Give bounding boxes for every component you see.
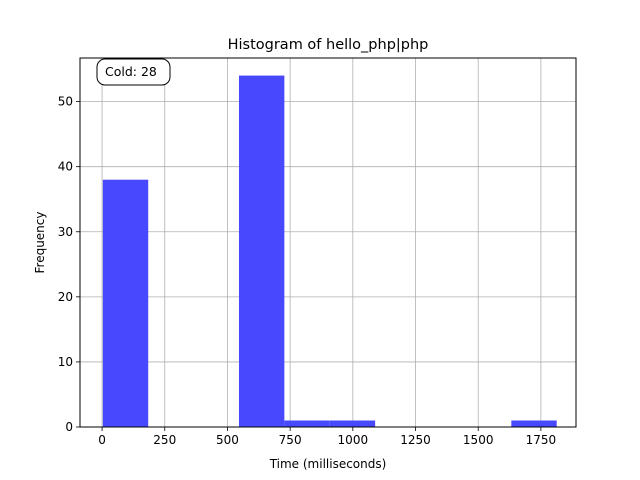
histogram-bar xyxy=(511,420,557,427)
histogram-bar xyxy=(102,179,149,427)
bars xyxy=(102,75,557,428)
plot-frame xyxy=(79,57,577,428)
x-tick-label: 750 xyxy=(279,433,302,447)
grid xyxy=(80,58,576,428)
histogram-bar xyxy=(329,420,376,427)
x-tick-label: 1000 xyxy=(338,433,369,447)
y-tick-label: 20 xyxy=(58,290,73,304)
y-tick-label: 50 xyxy=(58,95,73,109)
x-axis-label: Time (milliseconds) xyxy=(269,457,387,471)
y-tick-label: 0 xyxy=(65,420,73,434)
histogram-bar xyxy=(284,420,330,427)
histogram-bar xyxy=(238,75,285,428)
y-tick-label: 40 xyxy=(58,160,73,174)
y-axis-label: Frequency xyxy=(33,212,47,274)
annotation-box xyxy=(96,58,171,86)
annotation-text: Cold: 28 xyxy=(105,64,157,79)
x-tick-label: 0 xyxy=(98,433,106,447)
y-tick-label: 30 xyxy=(58,225,73,239)
x-tick-label: 250 xyxy=(153,433,176,447)
chart-title: Histogram of hello_php|php xyxy=(228,37,429,53)
y-tick-label: 10 xyxy=(58,355,73,369)
ticks: 0 250 500 750 1000 1250 1500 1750 0 10 20 30 40 50 xyxy=(58,95,556,447)
cold-annotation: Cold: 28 xyxy=(96,58,171,86)
x-tick-label: 1750 xyxy=(526,433,557,447)
x-tick-label: 1250 xyxy=(400,433,431,447)
x-tick-label: 1500 xyxy=(463,433,494,447)
x-tick-label: 500 xyxy=(216,433,239,447)
